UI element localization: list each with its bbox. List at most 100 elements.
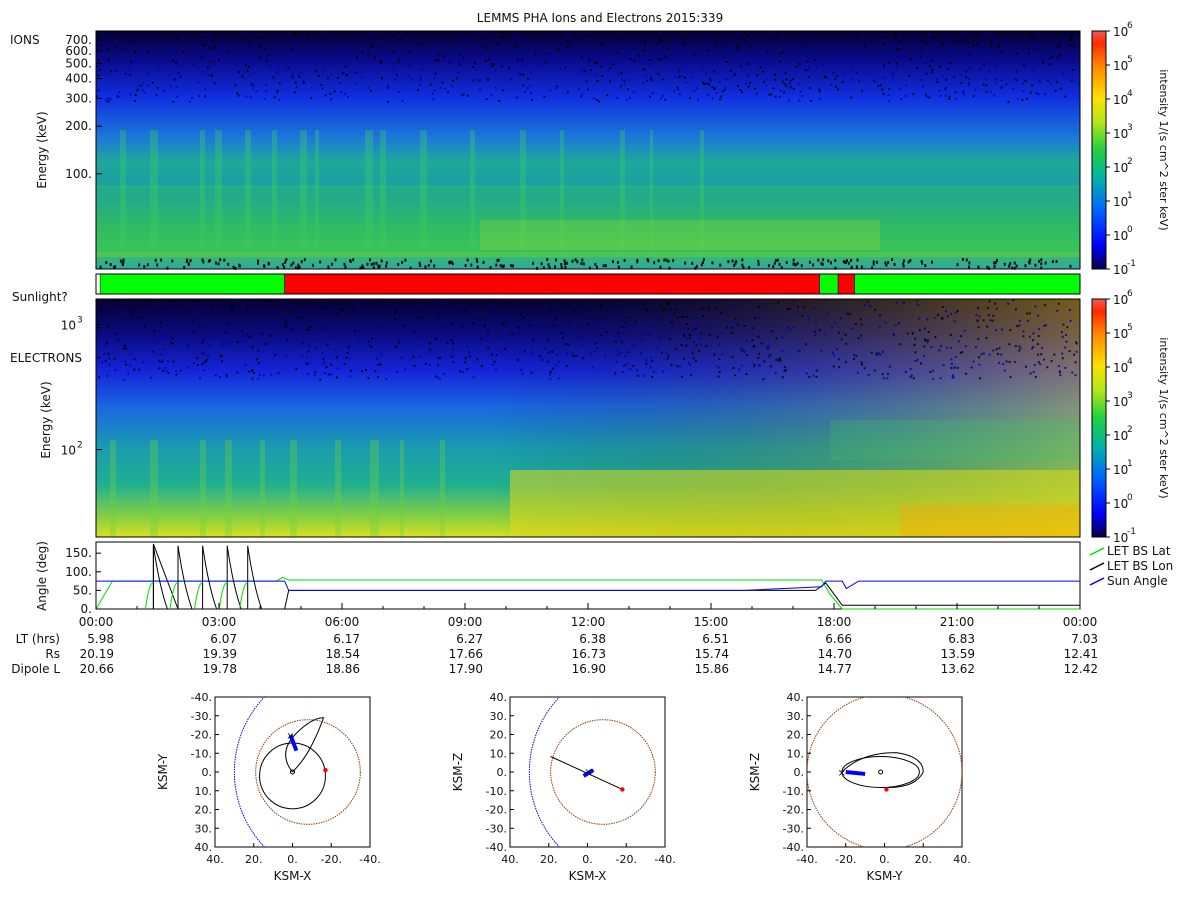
ephemeris-label: Rs	[45, 647, 60, 661]
ions-ylabel: Energy (keV)	[35, 111, 49, 188]
angle-series-sun-angle	[96, 580, 1080, 591]
angle-y-tick: 150.	[65, 546, 92, 560]
orbit-y-tick: 10.	[490, 747, 508, 760]
orbit-y-tick: 40.	[787, 691, 805, 704]
ions-y-tick: 700.	[65, 33, 92, 47]
ions-colorbar-label: intensity 1/(s cm^2 ster keV)	[1157, 69, 1170, 230]
orbit-y-tick: 0.	[497, 766, 508, 779]
colorbar-tick: 10	[1113, 327, 1128, 341]
colorbar-tick: 10	[1113, 93, 1128, 107]
sunlight-segment	[284, 273, 820, 295]
svg-text:3: 3	[1127, 123, 1133, 133]
svg-text:6: 6	[1127, 289, 1133, 299]
svg-text:-1: -1	[1127, 527, 1136, 537]
ephemeris-value: 5.98	[87, 632, 114, 646]
ephemeris-value: 14.77	[818, 662, 852, 676]
orbit-y-tick: 10.	[787, 747, 805, 760]
colorbar-tick: 10	[1113, 59, 1128, 73]
orbit-y-tick: -40.	[191, 691, 212, 704]
svg-text:3: 3	[1127, 391, 1133, 401]
ephemeris-value: 12.41	[1064, 647, 1098, 661]
ephemeris-value: 6.07	[210, 632, 237, 646]
time-tick: 00:00	[1063, 615, 1098, 629]
ephemeris-value: 17.66	[449, 647, 483, 661]
ions-streaks	[96, 31, 1080, 270]
electrons-y-tick: 10	[61, 444, 76, 458]
ephemeris-value: 12.42	[1064, 662, 1098, 676]
figure-title: LEMMS PHA Ions and Electrons 2015:339	[477, 11, 723, 25]
orbit-y-tick: 20.	[787, 729, 805, 742]
colorbar-tick: 10	[1113, 463, 1128, 477]
electrons-ylabel: Energy (keV)	[39, 381, 53, 458]
orbit-x-tick: 20.	[540, 853, 558, 866]
legend-entry: LET BS Lat	[1107, 544, 1171, 558]
ephemeris-value: 7.03	[1071, 632, 1098, 646]
orbit-y-tick: -40.	[486, 841, 507, 854]
ions-y-ticks: 700.600.500. 400. 300. 200. 100.	[65, 33, 102, 181]
colorbar-tick: 10	[1113, 25, 1128, 39]
ions-y-tick: 300.	[65, 91, 92, 105]
orbit-y-tick: 30.	[787, 710, 805, 723]
ephemeris-value: 18.86	[326, 662, 360, 676]
ephemeris-value: 15.74	[695, 647, 729, 661]
ephemeris-value: 6.27	[456, 632, 483, 646]
orbit-ylabel: KSM-Z	[748, 753, 762, 791]
orbit-y-tick: 10.	[195, 785, 213, 798]
ions-label: IONS	[10, 33, 40, 47]
colorbar-tick: 10	[1113, 161, 1128, 175]
ephemeris-value: 19.39	[203, 647, 237, 661]
electrons-colorbar-label: intensity 1/(s cm^2 ster keV)	[1157, 337, 1170, 498]
orbit-xlabel: KSM-X	[569, 869, 607, 883]
orbit-x-tick: -40.	[796, 853, 817, 866]
orbit-y-tick: 40.	[195, 841, 213, 854]
orbit-y-tick: -10.	[191, 747, 212, 760]
orbit-plot-ksm-x-ksm-y: × 40. 20. 0. -20. -40. -40. -30. -20. -10. 0. 10. 20…	[156, 691, 381, 883]
ions-y-tick: 500.	[65, 56, 92, 70]
orbit-y-tick: -30.	[783, 822, 804, 835]
orbit-x-tick: 40.	[953, 853, 971, 866]
angle-y-tick: 0.	[81, 602, 92, 616]
sunlight-panel: Sunlight?	[12, 273, 1081, 304]
colorbar-tick: 10	[1113, 229, 1128, 243]
angle-ylabel: Angle (deg)	[35, 541, 49, 611]
orbit-y-tick: -20.	[191, 729, 212, 742]
colorbar-tick: 10	[1113, 531, 1128, 545]
orbit-xlabel: KSM-X	[274, 869, 312, 883]
orbit-x-tick: -20.	[835, 853, 856, 866]
orbit-y-tick: 0.	[202, 766, 213, 779]
orbit-y-tick: 30.	[490, 710, 508, 723]
time-tick: 12:00	[571, 615, 606, 629]
ephemeris-label: Dipole L	[11, 662, 60, 676]
svg-text:1: 1	[1127, 191, 1133, 201]
orbit-y-tick: 30.	[195, 822, 213, 835]
ephemeris-value: 20.19	[80, 647, 114, 661]
orbit-plot-ksm-y-ksm-z: × -40. -20. 0. 20. 40. 40. 30. 20. 10. 0. -10. -20. -…	[748, 691, 971, 883]
ephemeris-value: 13.59	[941, 647, 975, 661]
svg-text:0: 0	[1127, 493, 1133, 503]
svg-text:×: ×	[838, 768, 846, 779]
orbit-ylabel: KSM-Y	[156, 753, 170, 790]
orbit-ylabel: KSM-Z	[451, 753, 465, 791]
svg-text:0: 0	[1127, 225, 1133, 235]
svg-text:5: 5	[1127, 55, 1133, 65]
svg-text:-1: -1	[1127, 259, 1136, 269]
orbit-x-tick: 40.	[501, 853, 519, 866]
ephemeris-value: 18.54	[326, 647, 360, 661]
time-tick: 15:00	[694, 615, 729, 629]
time-tick: 06:00	[325, 615, 360, 629]
sunlight-segment	[854, 273, 1081, 295]
svg-text:1: 1	[1127, 459, 1133, 469]
time-tick: 09:00	[448, 615, 483, 629]
orbit-y-tick: -10.	[486, 785, 507, 798]
svg-text:5: 5	[1127, 323, 1133, 333]
colorbar-tick: 10	[1113, 429, 1128, 443]
ephemeris-value: 6.66	[825, 632, 852, 646]
ephemeris-value: 6.38	[579, 632, 606, 646]
orbit-x-tick: 20.	[245, 853, 263, 866]
orbit-x-tick: -40.	[359, 853, 380, 866]
ions-y-tick: 100.	[65, 167, 92, 181]
sunlight-segment	[819, 273, 839, 295]
